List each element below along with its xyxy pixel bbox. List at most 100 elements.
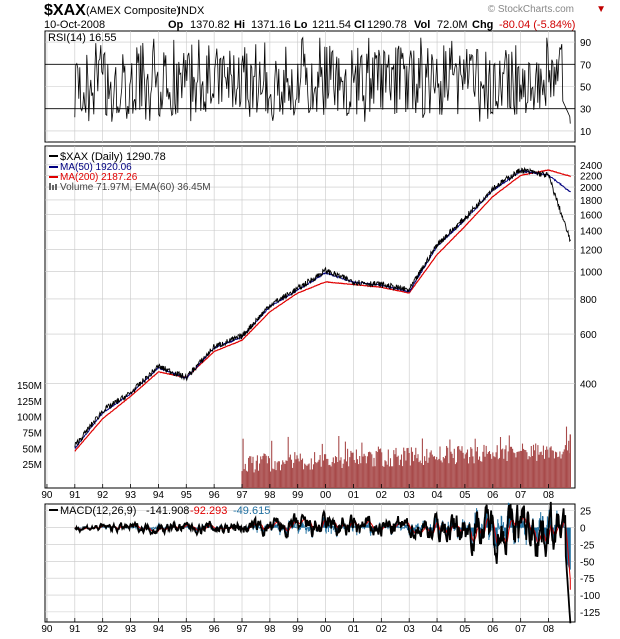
volume-y-axis: 25M 50M 75M 100M 125M 150M — [17, 381, 42, 471]
x-tick-label: 00 — [320, 490, 332, 501]
price-frame — [44, 145, 576, 489]
x-tick-label: 04 — [432, 490, 444, 501]
lo-value: 1211.54 — [312, 19, 351, 31]
macd-tick-label: 25 — [580, 507, 592, 518]
price-tick-label: 600 — [580, 330, 597, 341]
rsi-tick-label: 30 — [580, 105, 592, 116]
quote-date: 10-Oct-2008 — [44, 19, 105, 31]
x-tick-label: 91 — [69, 624, 81, 635]
volume-tick-label: 25M — [23, 460, 42, 471]
hi-label: Hi — [234, 19, 245, 31]
macd-legend: MACD(12,26,9) -141.908 -92.293 -49.615 — [49, 505, 270, 517]
ma200-legend-label: MA(200) 2187.26 — [60, 172, 138, 183]
macd-tick-label: 0 — [580, 524, 586, 535]
ticker-symbol[interactable]: $XAX — [44, 2, 86, 19]
cl-label: Cl — [354, 19, 365, 31]
quote-summary: Op 1370.82 Hi 1371.16 Lo 1211.54 Cl 1290… — [168, 19, 575, 31]
macd-hist-legend-value: -49.615 — [233, 505, 270, 517]
x-tick-label: 94 — [153, 490, 165, 501]
x-tick-label: 98 — [264, 624, 276, 635]
price-legend: $XAX (Daily) 1290.78 MA(50) 1920.06 MA(2… — [49, 151, 211, 193]
rsi-line — [74, 36, 571, 124]
price-legend-label: $XAX (Daily) 1290.78 — [60, 151, 166, 163]
macd-legend-value: -141.908 — [146, 505, 189, 517]
x-tick-label: 98 — [264, 490, 276, 501]
price-grid — [45, 146, 575, 488]
x-tick-label: 02 — [376, 490, 388, 501]
watermark: © StockCharts.com — [488, 4, 574, 15]
x-tick-label: 92 — [97, 490, 109, 501]
ticker-name: (AMEX Composite) — [86, 5, 180, 17]
x-tick-label: 04 — [432, 624, 444, 635]
x-tick-label: 96 — [209, 490, 221, 501]
macd-legend-label: MACD(12,26,9) — [60, 505, 136, 517]
x-tick-label: 00 — [320, 624, 332, 635]
macd-y-axis: 25 0 -25 -50 -75 -100 -125 — [580, 507, 600, 619]
price-tick-label: 1200 — [580, 245, 603, 256]
hi-value: 1371.16 — [251, 19, 291, 31]
chg-label: Chg — [472, 19, 493, 31]
x-tick-label: 02 — [376, 624, 388, 635]
rsi-tick-label: 70 — [580, 60, 592, 71]
x-tick-label: 05 — [459, 624, 471, 635]
watermark-arrow-icon: ▼ — [596, 4, 606, 15]
x-tick-label: 07 — [515, 624, 527, 635]
volume-tick-label: 100M — [17, 413, 42, 424]
price-tick-label: 400 — [580, 380, 597, 391]
x-tick-label: 08 — [543, 624, 555, 635]
volume-tick-label: 75M — [23, 429, 42, 440]
ticker-exchange: INDX — [178, 5, 205, 17]
cl-value: 1290.78 — [367, 19, 407, 31]
x-axis-middle: 90 91 92 93 94 95 96 97 98 99 00 01 02 03 04 05 06 07 08 — [41, 484, 555, 501]
x-tick-label: 93 — [125, 490, 137, 501]
x-tick-label: 95 — [181, 490, 193, 501]
x-tick-label: 99 — [292, 490, 304, 501]
x-tick-label: 03 — [404, 490, 416, 501]
ma200-line — [74, 169, 571, 452]
macd-tick-label: -100 — [580, 591, 600, 602]
macd-tick-label: -50 — [580, 557, 595, 568]
price-tick-label: 2400 — [580, 161, 603, 172]
x-tick-label: 06 — [487, 490, 499, 501]
x-tick-label: 06 — [487, 624, 499, 635]
macd-tick-label: -25 — [580, 540, 595, 551]
x-axis-bottom: 90 91 92 93 94 95 96 97 98 99 00 01 02 03 04 05 06 07 08 — [41, 618, 555, 635]
x-tick-label: 90 — [41, 490, 53, 501]
price-tick-label: 1400 — [580, 227, 603, 238]
macd-panel: 25 0 -25 -50 -75 -100 -125 MACD(12,26,9) -141.… — [44, 501, 600, 624]
rsi-y-axis: 10 30 50 70 90 — [580, 38, 592, 138]
x-tick-label: 96 — [209, 624, 221, 635]
x-tick-label: 90 — [41, 624, 53, 635]
x-tick-label: 07 — [515, 490, 527, 501]
x-tick-label: 97 — [236, 490, 248, 501]
ma50-legend-label: MA(50) 1920.06 — [60, 162, 132, 173]
price-tick-label: 1000 — [580, 268, 603, 279]
price-tick-label: 800 — [580, 295, 597, 306]
lo-label: Lo — [294, 19, 308, 31]
price-y-axis: 400 600 800 1000 1200 1400 1600 1800 20002200240… — [580, 161, 603, 391]
x-tick-label: 05 — [459, 490, 471, 501]
x-tick-label: 01 — [348, 624, 360, 635]
op-label: Op — [168, 19, 184, 31]
rsi-panel: 10 30 50 70 90 RSI(14) 16.55 — [44, 30, 592, 143]
price-line — [74, 166, 571, 448]
macd-signal-legend-value: -92.293 — [190, 505, 227, 517]
x-tick-label: 93 — [125, 624, 137, 635]
macd-line — [74, 501, 572, 624]
volume-bars — [241, 426, 571, 488]
ma50-line — [74, 169, 571, 449]
rsi-tick-label: 90 — [580, 38, 592, 49]
price-tick-label: 2200 — [580, 171, 603, 182]
volume-legend-swatch-2 — [52, 185, 54, 190]
vol-value: 72.0M — [437, 19, 468, 31]
chart-header: $XAX (AMEX Composite) INDX © StockCharts… — [44, 2, 606, 31]
macd-tick-label: -125 — [580, 608, 600, 619]
price-tick-label: 2000 — [580, 183, 603, 194]
x-tick-label: 94 — [153, 624, 165, 635]
op-value: 1370.82 — [190, 19, 230, 31]
volume-tick-label: 150M — [17, 381, 42, 392]
volume-tick-label: 50M — [23, 444, 42, 455]
rsi-tick-label: 10 — [580, 127, 592, 138]
x-tick-label: 92 — [97, 624, 109, 635]
